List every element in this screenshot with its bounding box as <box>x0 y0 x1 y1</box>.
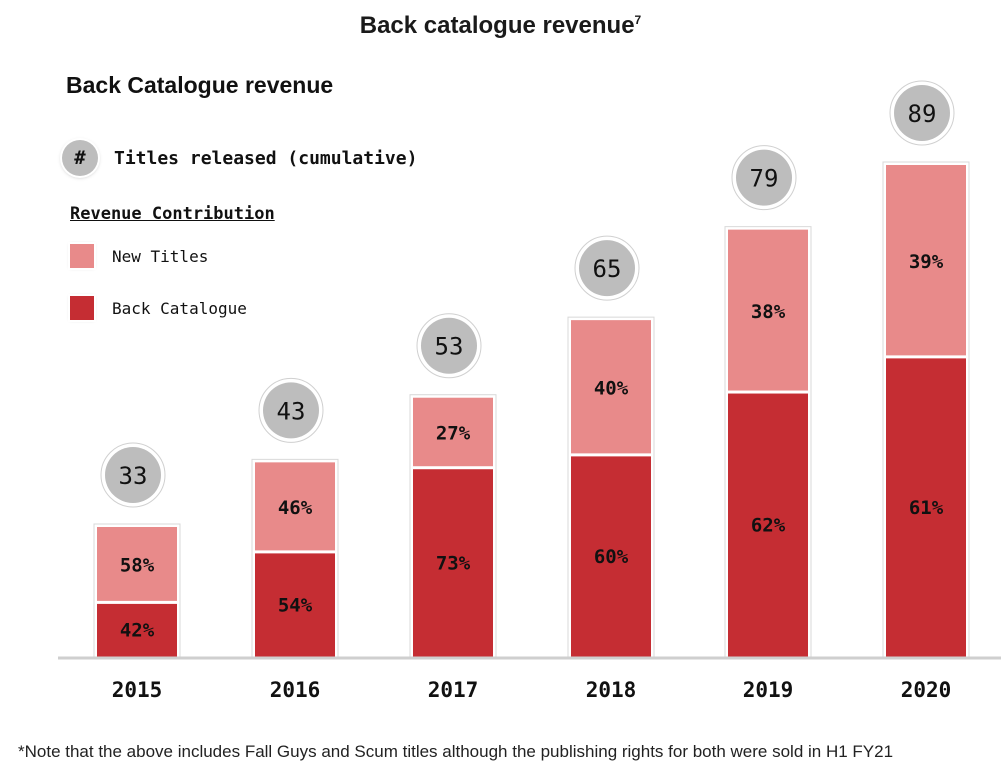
bar-back-catalogue <box>571 456 651 657</box>
bar-new-titles <box>571 320 651 454</box>
bar-back-catalogue <box>255 553 335 657</box>
titles-badge <box>105 447 161 503</box>
bar-new-titles <box>886 165 966 356</box>
data-label-new-titles: 39% <box>909 251 944 273</box>
legend-titles-released: # Titles released (cumulative) <box>62 140 417 176</box>
titles-released-value: 53 <box>435 333 464 361</box>
data-label-back-catalogue: 61% <box>909 497 944 519</box>
data-label-back-catalogue: 60% <box>594 546 629 568</box>
data-label-new-titles: 58% <box>120 555 155 577</box>
titles-released-value: 89 <box>908 100 937 128</box>
data-label-new-titles: 27% <box>436 423 471 445</box>
page-title-text: Back catalogue revenue <box>359 12 635 39</box>
titles-badge <box>421 317 477 374</box>
bar-new-titles <box>413 397 493 467</box>
data-label-back-catalogue: 54% <box>278 594 313 616</box>
x-tick-label: 2015 <box>112 678 163 702</box>
chart-title: Back Catalogue revenue <box>66 72 334 98</box>
data-label-back-catalogue: 73% <box>436 552 471 574</box>
data-label-new-titles: 46% <box>278 497 313 519</box>
titles-released-value: 79 <box>750 165 779 193</box>
page-title: Back catalogue revenue7 <box>0 12 1001 40</box>
legend-new-titles-label: New Titles <box>112 246 209 266</box>
data-label-new-titles: 38% <box>751 301 786 323</box>
page-title-footnote-mark: 7 <box>634 13 642 27</box>
footnote: *Note that the above includes Fall Guys … <box>18 742 894 761</box>
data-label-new-titles: 40% <box>594 378 629 400</box>
legend-item-back-catalogue: Back Catalogue <box>70 296 247 320</box>
legend-titles-label: Titles released (cumulative) <box>114 147 418 169</box>
x-tick-label: 2018 <box>586 678 637 702</box>
legend-revenue-heading: Revenue Contribution <box>70 204 275 224</box>
bar-back-catalogue <box>886 358 966 657</box>
titles-badge <box>894 85 950 141</box>
bar-new-titles <box>728 229 808 391</box>
bar-new-titles <box>255 462 335 551</box>
legend-back-catalogue-label: Back Catalogue <box>112 298 247 318</box>
legend-item-new-titles: New Titles <box>70 244 208 268</box>
titles-released-value: 65 <box>593 255 622 283</box>
titles-released-value: 33 <box>119 462 148 490</box>
x-tick-label: 2017 <box>428 678 479 702</box>
back-catalogue-swatch <box>70 296 94 320</box>
x-tick-label: 2020 <box>901 678 952 702</box>
titles-badge <box>579 240 635 297</box>
bar-back-catalogue <box>97 603 177 657</box>
bar-back-catalogue <box>728 393 808 657</box>
x-tick-label: 2019 <box>743 678 794 702</box>
bar-back-catalogue <box>413 469 493 657</box>
data-label-back-catalogue: 42% <box>120 620 155 642</box>
data-label-back-catalogue: 62% <box>751 515 786 537</box>
titles-released-value: 43 <box>277 397 306 425</box>
x-tick-label: 2016 <box>270 678 321 702</box>
hash-badge-icon: # <box>62 140 98 176</box>
titles-badge <box>263 382 319 439</box>
titles-badge <box>736 149 792 206</box>
new-titles-swatch <box>70 244 94 268</box>
bar-new-titles <box>97 527 177 601</box>
